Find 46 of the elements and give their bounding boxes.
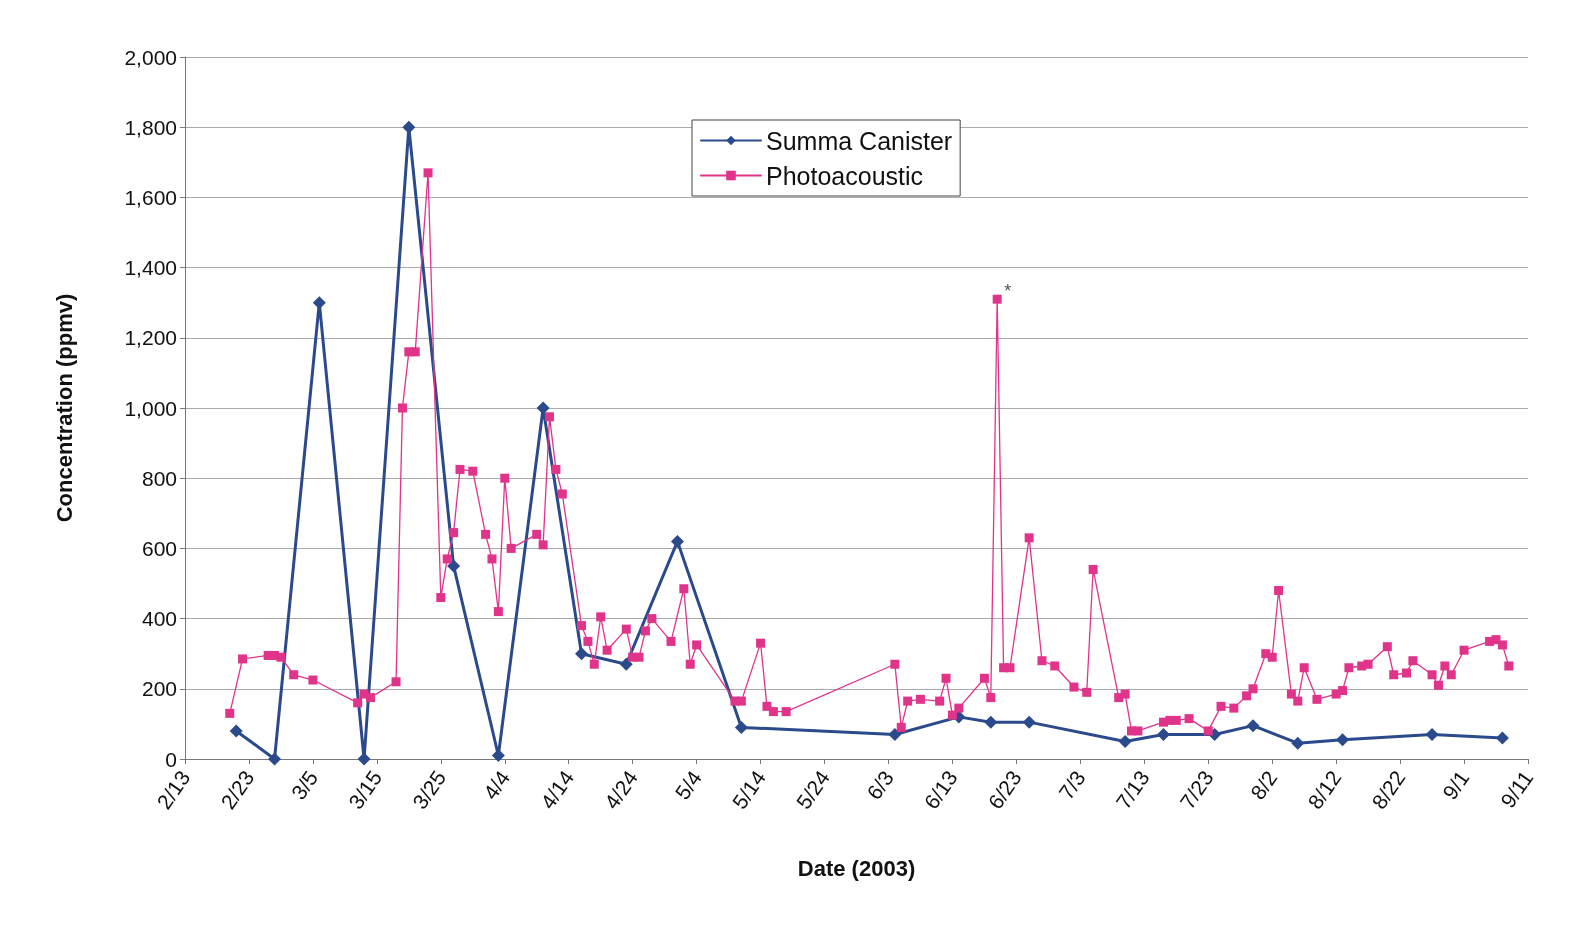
y-tick-label: 0 [165, 747, 177, 771]
y-tick-label: 1,400 [124, 256, 177, 280]
y-tick-label: 1,600 [124, 185, 177, 209]
y-tick-label: 600 [141, 536, 177, 560]
point [491, 748, 505, 762]
point [575, 647, 588, 661]
y-tick-label: 200 [141, 677, 177, 701]
y-axis-title: Concentration (ppmv) [51, 293, 77, 523]
point [1246, 719, 1260, 733]
point [1336, 733, 1350, 747]
legend-label: Summa Canister [766, 126, 953, 155]
x-tick-label: 3/5 [286, 766, 323, 804]
point [888, 727, 902, 741]
y-tick-label: 800 [141, 466, 177, 490]
point [984, 715, 998, 729]
y-tick-label: 400 [141, 607, 177, 631]
y-tick-label: 1,200 [124, 326, 177, 350]
point [229, 724, 243, 738]
point [357, 752, 371, 766]
legend-label: Photoacoustic [766, 161, 924, 190]
point [268, 752, 282, 766]
point [1425, 727, 1439, 741]
x-tick-label: 8/2 [1246, 766, 1282, 804]
point [670, 534, 684, 548]
point [312, 296, 326, 310]
x-tick-label: 4/4 [478, 766, 515, 804]
point [1156, 727, 1170, 741]
point [402, 120, 416, 134]
point [1291, 736, 1305, 750]
x-tick-label: 9/11 [1496, 766, 1538, 812]
x-tick-label: 6/3 [862, 766, 898, 804]
point [734, 720, 748, 734]
y-tick-label: 1,000 [124, 396, 177, 420]
point [447, 559, 461, 573]
point [1118, 734, 1132, 748]
annotation: * [1004, 281, 1012, 302]
y-tick-label: 1,800 [124, 115, 177, 139]
point [619, 657, 633, 671]
point [536, 401, 550, 415]
y-tick-label: 2,000 [124, 45, 177, 69]
point [1495, 731, 1509, 745]
point [1022, 715, 1036, 729]
x-tick-label: 7/3 [1054, 766, 1090, 804]
x-tick-label: 5/4 [670, 766, 707, 804]
x-axis-title: Date (2003) [797, 855, 916, 881]
x-tick-label: 9/1 [1437, 766, 1474, 804]
